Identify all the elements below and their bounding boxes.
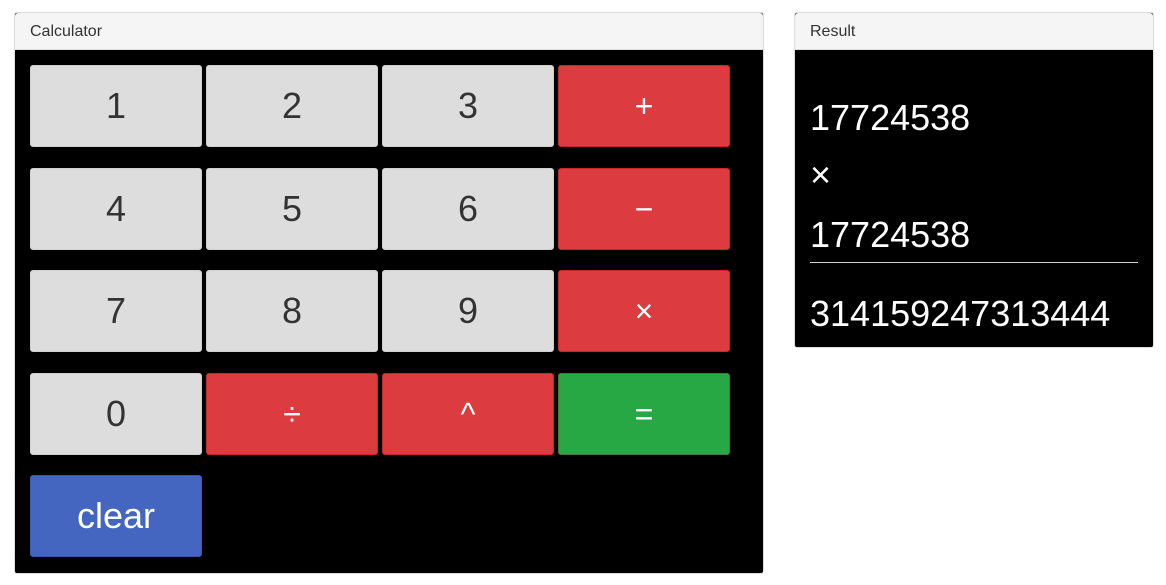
clear-button[interactable]: clear [30, 475, 202, 557]
keypad: 1 2 3 + 4 5 6 − 7 8 9 × 0 ÷ ^ = clear [30, 65, 734, 559]
minus-button[interactable]: − [558, 168, 730, 250]
power-button[interactable]: ^ [382, 373, 554, 455]
key-7-button[interactable]: 7 [30, 270, 202, 352]
key-0-button[interactable]: 0 [30, 373, 202, 455]
result-operator: × [810, 154, 832, 195]
key-4-button[interactable]: 4 [30, 168, 202, 250]
key-3-button[interactable]: 3 [382, 65, 554, 147]
result-divider [810, 262, 1138, 263]
key-5-button[interactable]: 5 [206, 168, 378, 250]
key-8-button[interactable]: 8 [206, 270, 378, 352]
key-2-button[interactable]: 2 [206, 65, 378, 147]
equals-button[interactable]: = [558, 373, 730, 455]
plus-button[interactable]: + [558, 65, 730, 147]
result-operand-2: 17724538 [810, 214, 971, 255]
key-1-button[interactable]: 1 [30, 65, 202, 147]
calculator-panel: Calculator 1 2 3 + 4 5 6 − 7 8 9 × 0 ÷ ^… [14, 12, 764, 574]
result-panel-title: Result [795, 13, 1153, 50]
result-answer: 314159247313444 [810, 293, 1111, 334]
key-6-button[interactable]: 6 [382, 168, 554, 250]
result-operand-1: 17724538 [810, 97, 971, 138]
result-panel: Result 17724538 × 17724538 3141592473134… [794, 12, 1154, 348]
divide-button[interactable]: ÷ [206, 373, 378, 455]
key-9-button[interactable]: 9 [382, 270, 554, 352]
times-button[interactable]: × [558, 270, 730, 352]
calculator-panel-title: Calculator [15, 13, 763, 50]
